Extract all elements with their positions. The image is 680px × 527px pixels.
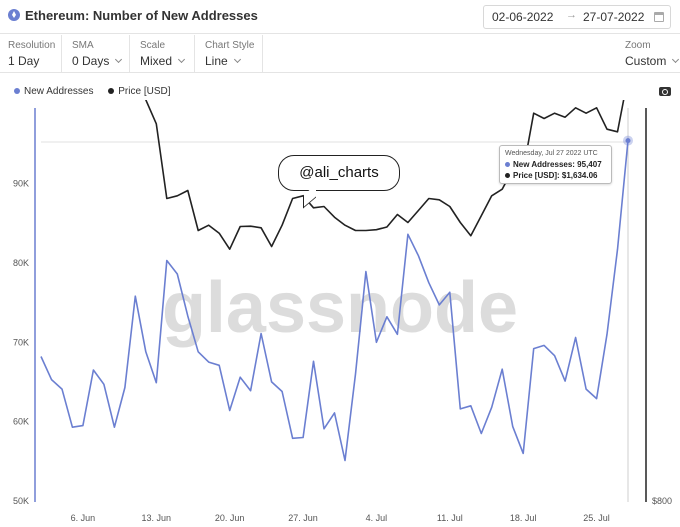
chart-tooltip: Wednesday, Jul 27 2022 UTC New Addresses…	[499, 145, 612, 184]
x-tick-label: 4. Jul	[366, 513, 388, 523]
chevron-down-icon	[177, 55, 186, 64]
legend-new-addresses[interactable]: New Addresses	[14, 86, 93, 97]
tooltip-price: Price [USD]: $1,634.06	[513, 171, 598, 180]
zoom-value-wrap[interactable]: Custom	[625, 54, 680, 68]
date-to[interactable]: 27-07-2022	[583, 10, 645, 24]
header: Ethereum: Number of New Addresses 02-06-…	[0, 0, 680, 34]
resolution-label: Resolution	[8, 40, 56, 51]
tooltip-dot-price	[505, 173, 510, 178]
date-range-picker[interactable]: 02-06-2022 → 27-07-2022	[483, 5, 671, 29]
chart-style-value[interactable]: Line	[205, 54, 228, 68]
x-tick-label: 11. Jul	[437, 513, 463, 523]
x-tick-label: 13. Jun	[142, 513, 172, 523]
legend-price[interactable]: Price [USD]	[108, 86, 171, 97]
legend-dot-new-addresses	[14, 88, 20, 94]
x-tick-label: 25. Jul	[583, 513, 610, 523]
zoom-label: Zoom	[625, 40, 651, 51]
ethereum-icon	[8, 9, 20, 21]
chart-controls: Resolution 1 Day SMA 0 Days Scale Mixed …	[0, 35, 680, 73]
chart-title: Ethereum: Number of New Addresses	[25, 8, 258, 23]
arrow-right-icon: →	[566, 9, 577, 21]
scale-select[interactable]: Scale Mixed	[132, 35, 195, 73]
y-tick-label: 70K	[13, 337, 29, 347]
y-tick-label: 50K	[13, 496, 29, 506]
y-tick-label: 80K	[13, 258, 29, 268]
camera-icon[interactable]	[659, 87, 671, 96]
series-line-new-addresses	[40, 140, 629, 462]
calendar-icon[interactable]	[654, 12, 664, 22]
tooltip-price-row: Price [USD]: $1,634.06	[505, 170, 606, 181]
resolution-select[interactable]: Resolution 1 Day	[0, 35, 62, 73]
author-callout: @ali_charts	[278, 155, 400, 191]
tooltip-new-addresses: New Addresses: 95,407	[513, 160, 602, 169]
x-tick-label: 27. Jun	[288, 513, 318, 523]
sma-select[interactable]: SMA 0 Days	[64, 35, 130, 73]
legend-label-new-addresses: New Addresses	[24, 86, 94, 97]
zoom-select[interactable]: Zoom Custom	[617, 35, 680, 73]
tooltip-date: Wednesday, Jul 27 2022 UTC	[505, 150, 598, 157]
y-right-tick-label: $800	[652, 496, 672, 506]
chevron-down-icon	[672, 55, 680, 64]
tooltip-dot-new-addresses	[505, 162, 510, 167]
chevron-down-icon	[115, 55, 123, 64]
legend-label-price: Price [USD]	[118, 86, 171, 97]
chart-style-value-wrap[interactable]: Line	[205, 54, 262, 68]
y-tick-label: 90K	[13, 179, 29, 189]
zoom-value[interactable]: Custom	[625, 54, 667, 68]
x-tick-label: 18. Jul	[510, 513, 537, 523]
chart-style-label: Chart Style	[205, 40, 255, 51]
series-line-price	[145, 100, 625, 250]
hover-point-new-addresses	[625, 138, 631, 144]
legend-dot-price	[108, 88, 115, 94]
chart-area: glassnode 50K 60K 70K 80K 90K $800 6. Jun 13. Ju…	[13, 100, 672, 523]
sma-value-wrap[interactable]: 0 Days	[72, 54, 129, 68]
chart-legend: New Addresses Price [USD]	[14, 86, 183, 97]
y-tick-label: 60K	[13, 417, 29, 427]
x-tick-label: 6. Jun	[71, 513, 96, 523]
sma-value[interactable]: 0 Days	[72, 54, 110, 68]
x-tick-label: 20. Jun	[215, 513, 245, 523]
sma-label: SMA	[72, 40, 94, 51]
chevron-down-icon	[233, 55, 241, 64]
scale-value[interactable]: Mixed	[140, 54, 173, 68]
scale-value-wrap[interactable]: Mixed	[140, 54, 194, 68]
watermark: glassnode	[162, 268, 518, 348]
tooltip-new-addresses-row: New Addresses: 95,407	[505, 159, 606, 170]
resolution-value[interactable]: 1 Day	[8, 54, 40, 68]
date-from[interactable]: 02-06-2022	[492, 10, 554, 24]
scale-label: Scale	[140, 40, 166, 51]
chart-style-select[interactable]: Chart Style Line	[197, 35, 263, 73]
